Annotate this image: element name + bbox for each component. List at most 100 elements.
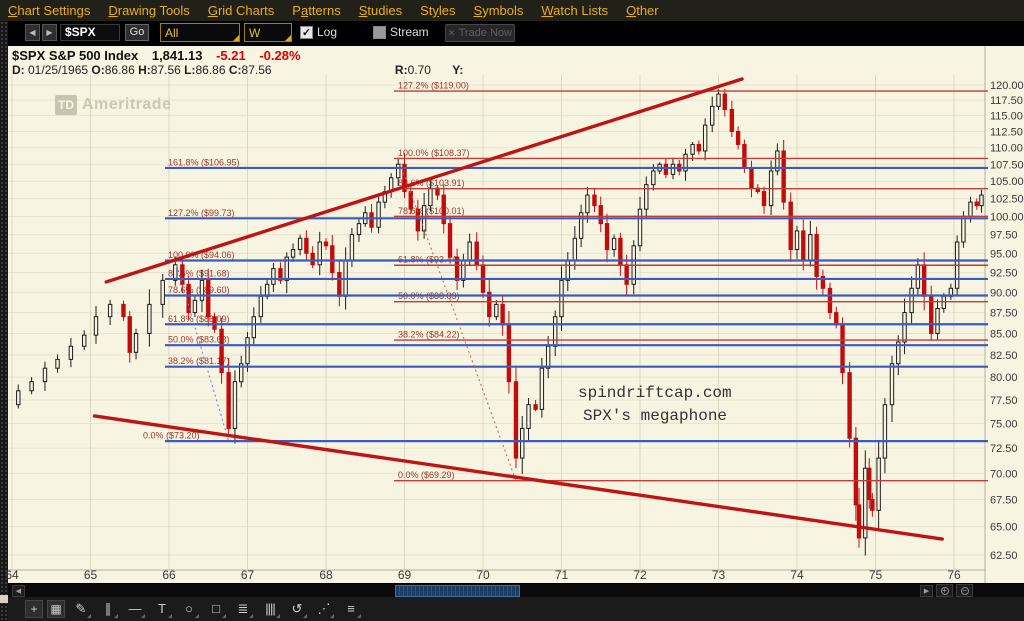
candle-body: [921, 264, 927, 297]
candle-body: [232, 381, 238, 429]
fib-level-label: 78.6% ($89.60): [168, 285, 230, 295]
megaphone-lower[interactable]: [92, 414, 944, 541]
candle-body: [867, 467, 872, 501]
candle-body: [794, 230, 800, 251]
pencil-tool[interactable]: ✎: [70, 599, 92, 619]
fib-level-label: 161.8% ($106.95): [168, 157, 240, 167]
candle-body: [598, 205, 603, 225]
candle-body: [742, 143, 747, 169]
go-button[interactable]: Go: [125, 24, 149, 41]
fib-level-label: 38.2% ($81.17): [168, 356, 230, 366]
megaphone-upper[interactable]: [104, 77, 744, 284]
zoom-out-button[interactable]: −: [956, 584, 973, 597]
candle-body: [827, 287, 833, 314]
fan-lines-tool[interactable]: ⋰: [313, 599, 335, 619]
scrollbar-thumb[interactable]: [395, 585, 520, 597]
trade-now-button[interactable]: ✕ Trade Now: [445, 24, 515, 42]
candle-body: [415, 208, 421, 232]
candle-body: [834, 312, 839, 326]
ellipse-tool[interactable]: ○: [178, 599, 200, 619]
candle-body: [889, 363, 895, 406]
fib-level-label: 0.0% ($69.29): [398, 470, 455, 480]
candle-body: [396, 163, 401, 179]
ohlc-field-label: C:: [228, 63, 242, 77]
fib-anchor-1966[interactable]: [174, 260, 230, 442]
ohlc-field-label: H:: [138, 63, 151, 77]
dropdown-corner-icon: [233, 35, 239, 41]
candle-body: [107, 303, 113, 318]
candle-body: [304, 237, 309, 254]
chart-panel: 62.50 65.00 67.50 70.00 72.50 75.00 77.50 80.00…: [5, 46, 1024, 583]
ohlc-field-value: 86.86: [195, 63, 229, 77]
menu-item-other[interactable]: Other: [626, 3, 659, 18]
chart-annotation: spindriftcap.com SPX's megaphone: [578, 382, 732, 428]
candle-body: [559, 279, 564, 318]
fan-lines-tool-icon: ⋰: [317, 601, 331, 616]
y-axis-label: 85.00: [990, 328, 1018, 340]
fib-retracement-tool-icon: ≣: [237, 601, 249, 616]
x-axis-label: 72: [633, 568, 647, 582]
menu-item-grid-charts[interactable]: Grid Charts: [207, 3, 275, 18]
candle-body: [219, 328, 224, 374]
last-price: 1,841.13: [151, 48, 203, 63]
scroll-right-button[interactable]: ▶: [920, 585, 933, 597]
grid-mode-button[interactable]: ▦: [47, 600, 65, 618]
menu-item-chart-settings[interactable]: Chart Settings: [8, 3, 91, 18]
horizontal-line-tool[interactable]: —: [124, 599, 146, 619]
fib-time-tool[interactable]: ||||: [259, 599, 281, 619]
log-checkbox[interactable]: ✓: [300, 25, 313, 39]
crosshair-pointer-button[interactable]: +: [25, 600, 43, 618]
candle-body: [853, 437, 859, 506]
candle-body: [127, 316, 132, 353]
menu-item-drawing-tools[interactable]: Drawing Tools: [108, 3, 190, 18]
fib-anchor-1968-1970[interactable]: [397, 158, 517, 481]
y-axis-label: 117.50: [990, 95, 1023, 107]
drawing-toolbar: + ▦ ✎ ∥ — T ○ □ ≣ |||| ↺ ⋰ ≡: [8, 597, 1024, 621]
candle-body: [814, 234, 819, 277]
menu-item-studies[interactable]: Studies: [358, 3, 403, 18]
symbol-input[interactable]: $SPX: [60, 24, 120, 41]
candle-body: [702, 124, 708, 152]
cycle-tool[interactable]: ↺: [286, 599, 308, 619]
stream-checkbox[interactable]: [373, 25, 386, 39]
range-dropdown[interactable]: All: [160, 23, 240, 42]
candle-body: [961, 215, 966, 243]
back-button[interactable]: ◀: [25, 24, 40, 41]
candle-body: [856, 504, 862, 539]
y-axis-label: 70.00: [990, 468, 1018, 480]
x-axis-label: 65: [84, 568, 98, 582]
candle-body: [979, 194, 984, 207]
resize-grip[interactable]: [0, 595, 8, 603]
left-grip-strip[interactable]: [0, 21, 8, 621]
candle-body: [369, 212, 374, 228]
text-tool[interactable]: T: [151, 599, 173, 619]
x-axis-label: 71: [555, 568, 569, 582]
menu-item-symbols[interactable]: Symbols: [473, 3, 524, 18]
fib-level-label: 88.6% ($103.91): [398, 178, 465, 188]
log-checkbox-row: ✓ Log: [300, 25, 337, 39]
tool-dropdown-corner-icon: [276, 614, 280, 618]
rectangle-tool[interactable]: □: [205, 599, 227, 619]
stream-checkbox-row: Stream: [373, 25, 429, 39]
menu-item-watch-lists[interactable]: Watch Lists: [541, 3, 609, 18]
fib-retracement-tool[interactable]: ≣: [232, 599, 254, 619]
candle-body: [909, 287, 914, 314]
pattern-lines-tool[interactable]: ≡: [340, 599, 362, 619]
price-chart: 62.50 65.00 67.50 70.00 72.50 75.00 77.50 80.00…: [5, 46, 1024, 583]
menu-item-patterns[interactable]: Patterns: [292, 3, 341, 18]
ohlc-field-label: D:: [12, 63, 25, 77]
scroll-left-button[interactable]: ◀: [12, 585, 25, 597]
y-label: Y:: [452, 63, 464, 77]
td-logo-icon: TD: [55, 95, 77, 115]
candle-body: [624, 264, 629, 285]
ohlc-field-value: 86.86: [104, 63, 139, 77]
candle-body: [447, 223, 453, 258]
candle-body: [349, 234, 355, 262]
menu-item-styles[interactable]: Styles: [420, 3, 456, 18]
timeframe-dropdown[interactable]: W: [244, 23, 292, 42]
candle-body: [690, 143, 695, 155]
parallel-lines-tool[interactable]: ∥: [97, 599, 119, 619]
forward-button[interactable]: ▶: [42, 24, 57, 41]
zoom-in-button[interactable]: +: [936, 584, 953, 597]
